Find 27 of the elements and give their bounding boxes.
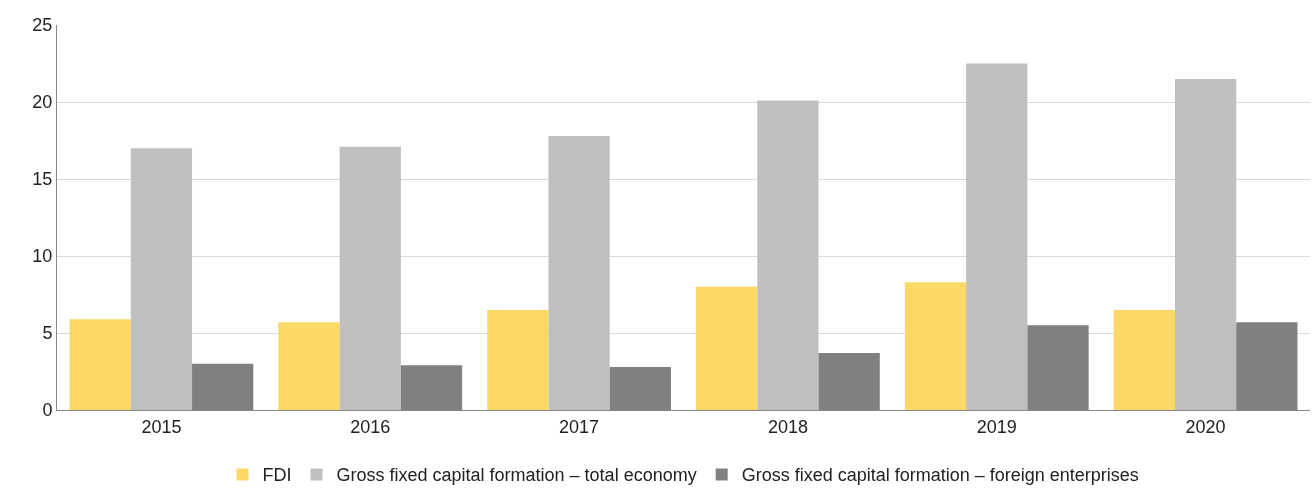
bar xyxy=(696,286,758,410)
bar xyxy=(1174,78,1237,410)
bar xyxy=(548,135,610,410)
y-tick-label: 20 xyxy=(32,92,53,113)
legend-label: Gross fixed capital formation – foreign enterprises xyxy=(741,465,1139,486)
x-tick-label: 2017 xyxy=(559,416,600,437)
bar xyxy=(487,309,549,410)
bar xyxy=(278,322,340,410)
bar xyxy=(904,282,967,410)
x-tick-label: 2020 xyxy=(1185,416,1226,437)
bar xyxy=(339,146,401,410)
bar xyxy=(966,63,1028,410)
y-tick-label: 0 xyxy=(42,400,53,421)
legend-label: Gross fixed capital formation – total economy xyxy=(336,465,697,486)
x-tick-label: 2016 xyxy=(350,416,391,437)
x-tick-label: 2015 xyxy=(141,416,182,437)
bar xyxy=(130,148,193,410)
y-tick-label: 10 xyxy=(32,246,53,267)
bar xyxy=(69,319,131,410)
legend-label: FDI xyxy=(262,465,292,486)
x-tick-label: 2019 xyxy=(976,416,1017,437)
bar xyxy=(757,100,819,410)
y-tick-label: 5 xyxy=(42,323,53,344)
y-tick-label: 15 xyxy=(32,169,53,190)
bar xyxy=(1113,309,1175,410)
y-tick-label: 25 xyxy=(32,15,53,36)
x-tick-label: 2018 xyxy=(767,416,808,437)
